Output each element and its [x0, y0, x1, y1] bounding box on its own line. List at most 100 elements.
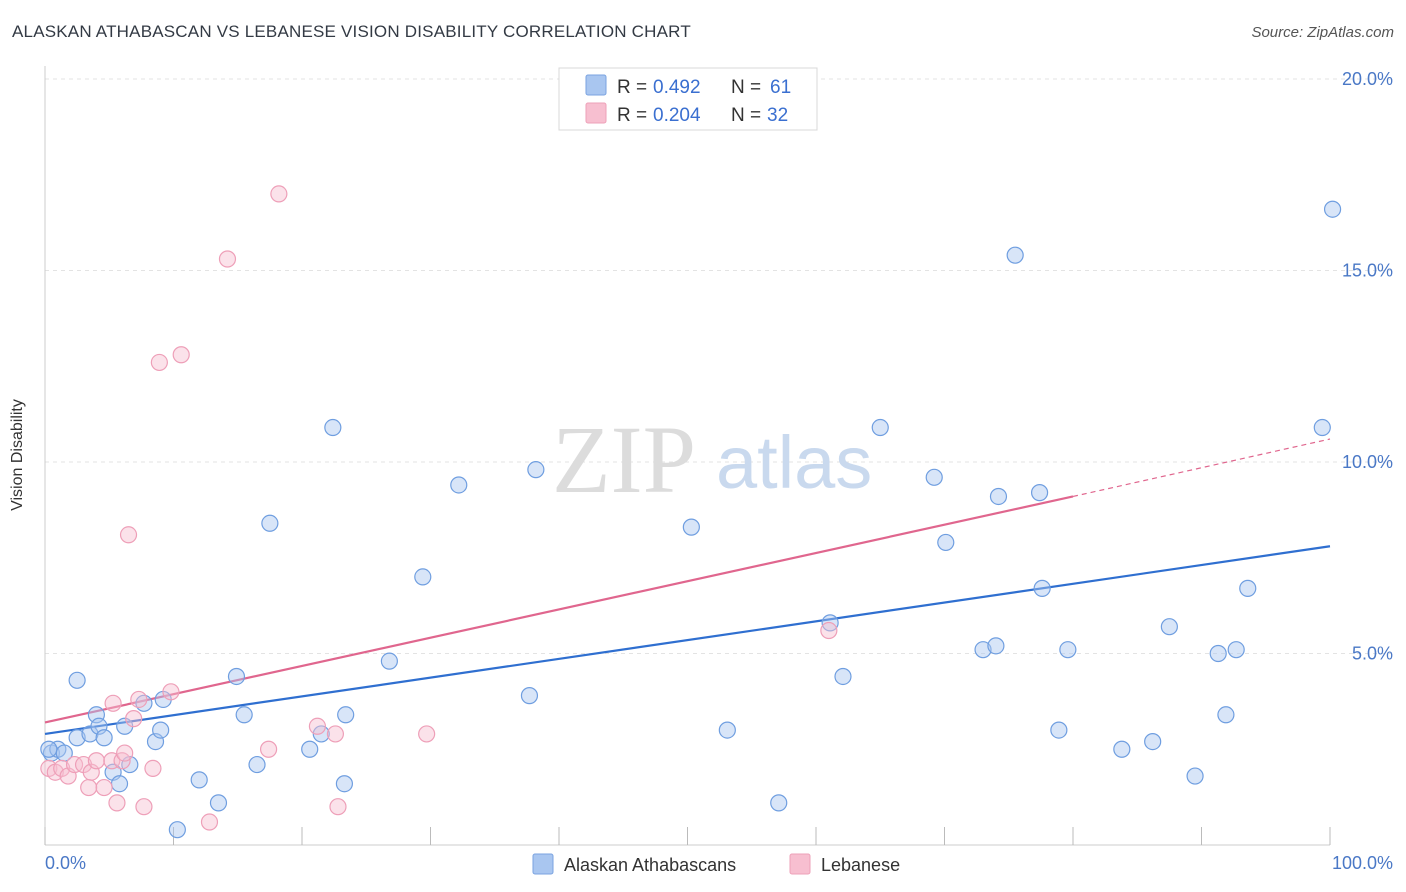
- athabascan-point-33: [527, 461, 545, 479]
- lebanese-point-12: [108, 794, 126, 812]
- lebanese-point-24: [218, 250, 237, 268]
- athabascan-point-4: [68, 729, 86, 747]
- athabascan-point-41: [937, 533, 955, 552]
- athabascan-point-59: [1323, 200, 1342, 218]
- lebanese-point-16: [125, 710, 143, 728]
- lebanese-point-31: [820, 621, 838, 640]
- athabascan-point-44: [989, 487, 1008, 506]
- athabascan-point-19: [209, 794, 228, 812]
- athabascan-point-38: [834, 667, 852, 686]
- athabascan-point-42: [974, 641, 992, 659]
- athabascan-point-30: [414, 568, 432, 586]
- athabascan-point-45: [1006, 246, 1024, 264]
- athabascan-point-15: [152, 721, 170, 739]
- athabascan-point-43: [987, 637, 1005, 655]
- legend-n-value-2: 32: [767, 105, 788, 126]
- athabascan-point-10: [110, 775, 129, 793]
- bottom-legend-swatch-lebanese: [789, 853, 811, 875]
- athabascan-point-46: [1030, 484, 1049, 502]
- bottom-legend-label-athabascans: Alaskan Athabascans: [564, 855, 736, 875]
- chart-title: ALASKAN ATHABASCAN VS LEBANESE VISION DI…: [12, 22, 691, 41]
- lebanese-point-17: [130, 690, 148, 709]
- athabascan-point-48: [1050, 721, 1068, 739]
- lebanese-point-29: [329, 798, 347, 816]
- athabascan-point-34: [682, 518, 700, 536]
- athabascan-point-57: [1239, 579, 1257, 597]
- lebanese-point-30: [418, 725, 436, 743]
- athabascan-point-32: [520, 687, 539, 705]
- watermark-atlas: atlas: [716, 421, 872, 504]
- athabascan-point-8: [95, 729, 113, 747]
- legend-box: R = 0.492 N = 61 R = 0.204 N = 32: [558, 67, 818, 131]
- athabascan-point-20: [227, 667, 246, 686]
- y-tick-label-0: 5.0%: [1352, 644, 1393, 664]
- lebanese-point-15: [119, 526, 138, 544]
- y-tick-label-1: 10.0%: [1342, 452, 1393, 472]
- legend-n-label-2: N =: [731, 105, 761, 126]
- athabascan-trend-line: [44, 545, 1331, 736]
- athabascan-point-3: [68, 671, 86, 689]
- lebanese-trend-line: [44, 495, 1074, 724]
- athabascan-point-52: [1160, 618, 1178, 636]
- lebanese-point-6: [80, 778, 98, 797]
- athabascan-point-36: [770, 794, 788, 812]
- legend-n-value-1: 61: [770, 77, 791, 98]
- y-tick-label-3: 20.0%: [1342, 69, 1393, 89]
- x-tick-label-1: 100.0%: [1332, 853, 1393, 873]
- athabascan-point-50: [1113, 740, 1131, 758]
- bottom-legend: Alaskan Athabascans Lebanese: [532, 853, 900, 875]
- x-tick-labels: 0.0% 100.0%: [45, 853, 1393, 873]
- athabascan-point-17: [168, 821, 186, 839]
- athabascan-point-28: [337, 706, 355, 724]
- legend-swatch-lebanese: [585, 102, 607, 124]
- legend-swatch-athabascans: [585, 74, 607, 96]
- athabascan-point-31: [450, 476, 468, 494]
- lebanese-point-4: [65, 755, 84, 774]
- athabascan-point-29: [380, 652, 398, 670]
- legend-r-label-2: R =: [617, 105, 647, 126]
- athabascan-point-23: [261, 514, 279, 532]
- athabascan-point-58: [1313, 418, 1331, 437]
- lebanese-point-14: [116, 744, 134, 762]
- athabascan-point-24: [301, 740, 319, 758]
- athabascan-point-51: [1144, 732, 1162, 751]
- lebanese-point-20: [150, 353, 168, 372]
- lebanese-point-22: [172, 346, 190, 364]
- legend-r-value-1: 0.492: [653, 77, 701, 98]
- bottom-legend-swatch-athabascans: [532, 853, 554, 875]
- source-label: Source: ZipAtlas.com: [1251, 24, 1394, 41]
- x-tick-label-0: 0.0%: [45, 853, 86, 873]
- legend-r-label-1: R =: [617, 77, 647, 98]
- athabascan-point-18: [190, 771, 208, 789]
- athabascan-point-39: [871, 418, 889, 437]
- axes: [44, 66, 1331, 846]
- y-tick-label-2: 15.0%: [1342, 261, 1393, 281]
- athabascan-point-21: [235, 706, 253, 724]
- athabascan-point-49: [1059, 641, 1077, 659]
- bottom-legend-label-lebanese: Lebanese: [821, 855, 900, 875]
- lebanese-point-11: [104, 694, 122, 712]
- legend-r-value-2: 0.204: [653, 105, 701, 126]
- watermark-zip: ZIP: [552, 406, 696, 513]
- lebanese-point-28: [326, 725, 345, 743]
- y-tick-labels: 5.0% 10.0% 15.0% 20.0%: [1342, 69, 1393, 664]
- lebanese-point-21: [162, 683, 180, 701]
- athabascan-point-47: [1033, 579, 1051, 597]
- athabascan-point-60: [40, 740, 58, 758]
- lebanese-point-9: [95, 778, 113, 797]
- lebanese-point-19: [144, 759, 162, 778]
- legend-n-label-1: N =: [731, 77, 761, 98]
- watermark: ZIP atlas: [552, 406, 872, 513]
- athabascan-point-53: [1186, 767, 1204, 785]
- athabascan-point-54: [1209, 644, 1227, 663]
- lebanese-trend-extension: [1072, 438, 1331, 498]
- athabascan-point-35: [718, 721, 736, 739]
- data-points: [40, 185, 1342, 839]
- athabascan-point-55: [1217, 706, 1235, 724]
- lebanese-point-25: [259, 740, 278, 758]
- athabascan-point-26: [324, 418, 342, 437]
- athabascan-point-40: [925, 468, 943, 486]
- athabascan-point-27: [335, 775, 354, 793]
- athabascan-point-22: [248, 755, 266, 774]
